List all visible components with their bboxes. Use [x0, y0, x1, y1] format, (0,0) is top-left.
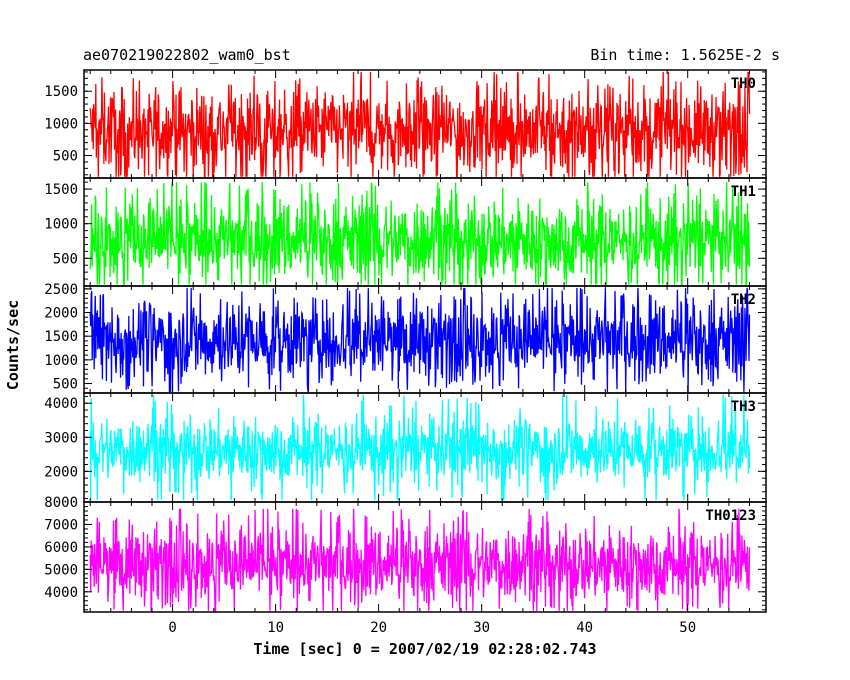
y-tick-label: 6000 [44, 540, 78, 556]
y-tick-label: 1500 [44, 329, 78, 345]
series-line-th0 [89, 71, 751, 178]
y-tick-label: 500 [53, 251, 78, 267]
x-tick-label: 0 [168, 620, 176, 636]
series-line-th2 [89, 287, 751, 393]
panel-label: TH3 [731, 399, 756, 415]
panel-th2: 500 1000 1500 2000 2500 TH2 [44, 282, 767, 394]
panel-label: TH2 [731, 292, 756, 308]
series-line-th1 [89, 182, 751, 286]
y-tick-label: 8000 [44, 495, 78, 511]
x-axis-label: Time [sec] 0 = 2007/02/19 02:28:02.743 [253, 640, 596, 658]
panel-label: TH0123 [705, 508, 756, 524]
panels-group: 500 1000 1500 TH0 500 1000 1500 TH1 500 1000 1500 2… [44, 69, 767, 613]
y-tick-label: 500 [53, 149, 78, 165]
y-tick-label: 1500 [44, 182, 78, 198]
panel-th0: 500 1000 1500 TH0 [44, 69, 767, 179]
y-tick-label: 4000 [44, 585, 78, 601]
y-tick-label: 500 [53, 377, 78, 393]
x-tick-label: 10 [267, 620, 284, 636]
x-tick-label: 20 [370, 620, 387, 636]
panel-label: TH0 [731, 76, 756, 92]
series-line-th3 [89, 394, 751, 501]
y-axis-label: Counts/sec [4, 300, 22, 390]
x-tick-label: 30 [473, 620, 490, 636]
y-tick-label: 4000 [44, 396, 78, 412]
panel-label: TH1 [731, 184, 756, 200]
panel-th0123: 4000 5000 6000 7000 8000 TH0123 [44, 495, 767, 613]
y-tick-label: 3000 [44, 430, 78, 446]
y-tick-label: 2000 [44, 306, 78, 322]
panel-th1: 500 1000 1500 TH1 [44, 177, 767, 287]
y-tick-label: 2500 [44, 282, 78, 298]
y-tick-label: 1500 [44, 84, 78, 100]
y-tick-label: 1000 [44, 353, 78, 369]
y-tick-label: 1000 [44, 217, 78, 233]
y-tick-label: 1000 [44, 116, 78, 132]
y-tick-label: 2000 [44, 464, 78, 480]
x-tick-labels: 0 10 20 30 40 50 [168, 620, 696, 636]
panel-th3: 2000 3000 4000 TH3 [44, 392, 767, 503]
bin-time-label: Bin time: 1.5625E-2 s [590, 46, 780, 64]
series-line-th0123 [89, 508, 751, 613]
y-tick-label: 5000 [44, 562, 78, 578]
x-tick-label: 40 [576, 620, 593, 636]
x-tick-label: 50 [679, 620, 696, 636]
panel-frame [83, 501, 767, 613]
chart-title: ae070219022802_wam0_bst [83, 46, 291, 64]
y-tick-label: 7000 [44, 517, 78, 533]
